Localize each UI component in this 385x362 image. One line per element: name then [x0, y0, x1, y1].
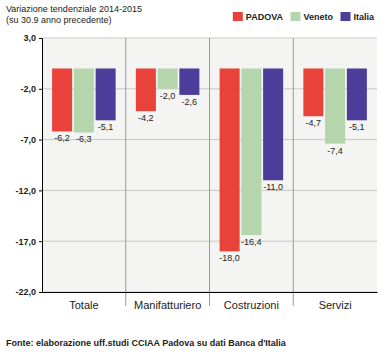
- x-tick-label: Totale: [69, 299, 98, 311]
- subtitle: (su 30.9 anno precedente): [6, 15, 112, 25]
- legend-swatch: [290, 12, 300, 21]
- y-tick: 3,0: [23, 33, 42, 43]
- legend-item: PADOVA: [233, 12, 284, 22]
- x-tick-label: Costruzioni: [224, 299, 279, 311]
- source: Fonte: elaborazione uff.studi CCIAA Pado…: [6, 338, 287, 348]
- separator: [293, 38, 294, 306]
- legend-label: Veneto: [303, 12, 333, 22]
- chart: Variazione tendenziale 2014-2015(su 30.9…: [0, 0, 385, 362]
- y-tick-mark: [39, 38, 42, 39]
- data-label: -11,0: [263, 182, 283, 192]
- legend-label: Italia: [353, 12, 375, 22]
- bar: [74, 68, 94, 132]
- data-label: -6,2: [54, 133, 70, 143]
- x-tick-label: Manifatturiero: [134, 299, 201, 311]
- x-tick: Manifatturiero: [134, 292, 201, 311]
- y-tick: -7,0: [20, 135, 42, 145]
- x-tick: Costruzioni: [224, 292, 279, 311]
- y-tick-label: -12,0: [15, 186, 36, 196]
- y-tick: -12,0: [15, 186, 42, 196]
- bar: [303, 68, 323, 116]
- bar: [179, 68, 199, 94]
- legend-swatch: [340, 12, 350, 21]
- y-tick-label: -22,0: [15, 287, 36, 297]
- x-tick: Totale: [69, 292, 98, 311]
- y-axis-line: [39, 39, 43, 293]
- separator: [125, 38, 126, 306]
- y-tick-label: 3,0: [23, 33, 36, 43]
- legend-item: Italia: [340, 12, 375, 22]
- bar: [96, 68, 116, 120]
- separator: [209, 38, 210, 306]
- y-tick-mark: [39, 89, 42, 90]
- data-labels: -6,2 -4,2 -18,0 -4,7 -6,3 -2,0 -16,4 -7,4 -5,1 -2…: [54, 91, 364, 264]
- y-axis: 3,0 -2,0 -7,0 -12,0 -17,0 -22,0: [15, 33, 42, 297]
- data-label: -5,1: [98, 122, 114, 132]
- bars: [52, 68, 367, 251]
- bar: [220, 68, 240, 251]
- x-axis: Totale Manifatturiero Costruzioni Servizi: [43, 292, 378, 311]
- data-label: -16,4: [241, 237, 262, 247]
- y-tick-label: -17,0: [15, 237, 36, 247]
- title: Variazione tendenziale 2014-2015: [6, 4, 142, 14]
- bar: [158, 68, 178, 88]
- data-label: -5,1: [349, 122, 365, 132]
- y-tick-mark: [39, 241, 42, 242]
- separators: [126, 38, 294, 306]
- bar: [347, 68, 367, 120]
- data-label: -4,7: [306, 118, 322, 128]
- data-label: -6,3: [76, 134, 92, 144]
- x-tick-label: Servizi: [319, 299, 352, 311]
- data-label: -18,0: [219, 253, 240, 263]
- y-tick-mark: [39, 140, 42, 141]
- y-tick: -17,0: [15, 237, 42, 247]
- legend-swatch: [233, 12, 243, 21]
- y-tick-mark: [39, 292, 42, 293]
- data-label: -2,0: [160, 91, 176, 101]
- y-tick-label: -2,0: [20, 84, 36, 94]
- y-tick-label: -7,0: [20, 135, 36, 145]
- y-tick: -22,0: [15, 287, 42, 297]
- y-tick: -2,0: [20, 84, 42, 94]
- bar: [325, 68, 345, 143]
- bar: [136, 68, 156, 111]
- bar: [52, 68, 72, 131]
- legend: PADOVA Veneto Italia: [233, 12, 375, 22]
- bar: [241, 68, 261, 235]
- legend-item: Veneto: [290, 12, 333, 22]
- data-label: -4,2: [138, 113, 154, 123]
- data-label: -2,6: [182, 97, 198, 107]
- bar: [263, 68, 283, 180]
- data-label: -7,4: [327, 146, 343, 156]
- legend-label: PADOVA: [246, 12, 284, 22]
- y-tick-mark: [39, 190, 42, 191]
- x-tick: Servizi: [319, 292, 352, 311]
- x-axis-line: [43, 292, 378, 293]
